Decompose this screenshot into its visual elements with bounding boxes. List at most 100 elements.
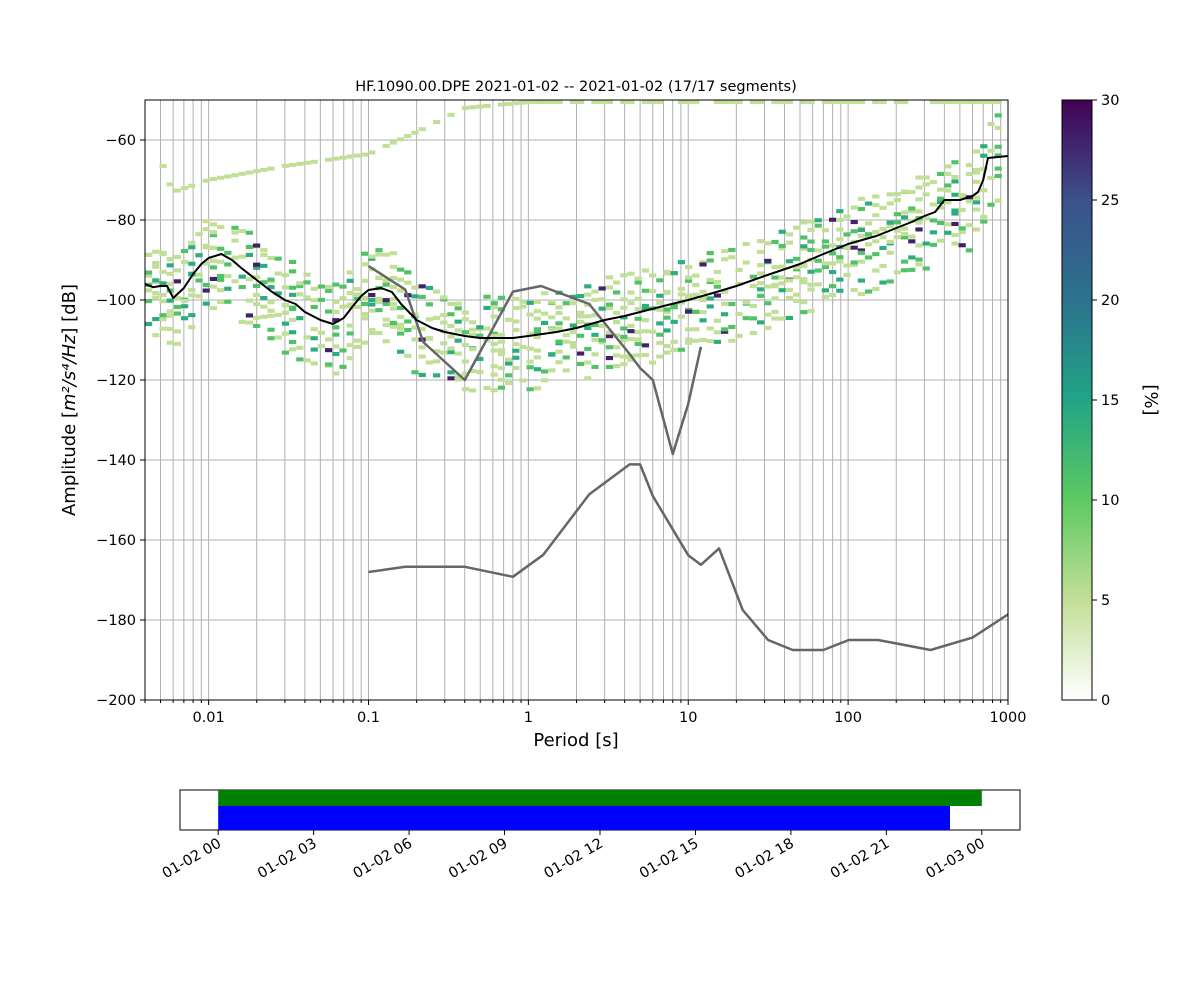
- heatmap-cell: [692, 327, 700, 332]
- heatmap-cell: [325, 362, 333, 367]
- heatmap-cell: [209, 258, 217, 263]
- heatmap-cell: [641, 352, 649, 357]
- heatmap-cell: [368, 150, 376, 155]
- heatmap-cell: [476, 104, 484, 109]
- heatmap-cell: [922, 175, 930, 180]
- heatmap-cell: [944, 188, 952, 193]
- heatmap-cell: [202, 243, 210, 248]
- heatmap-cell: [346, 154, 354, 159]
- heatmap-cell: [857, 206, 865, 211]
- heatmap-cell: [807, 287, 815, 292]
- heatmap-cell: [339, 155, 347, 160]
- heatmap-cell: [915, 262, 923, 267]
- timeline-tick-label: 01-02 21: [828, 836, 892, 882]
- heatmap-cell: [857, 292, 865, 297]
- heatmap-cell: [497, 348, 505, 353]
- heatmap-cell: [713, 318, 721, 323]
- heatmap-cell: [915, 227, 923, 232]
- heatmap-cell: [721, 289, 729, 294]
- heatmap-cell: [253, 301, 261, 306]
- heatmap-cell: [843, 214, 851, 219]
- colorbar-tick-label: 20: [1101, 293, 1119, 309]
- heatmap-cell: [339, 284, 347, 289]
- heatmap-cell: [418, 354, 426, 359]
- heatmap-cell: [368, 293, 376, 298]
- heatmap-cell: [922, 192, 930, 197]
- heatmap-cell: [418, 294, 426, 299]
- heatmap-cell: [397, 314, 405, 319]
- heatmap-cell: [152, 317, 160, 322]
- heatmap-cell: [289, 162, 297, 167]
- heatmap-cell: [577, 310, 585, 315]
- heatmap-cell: [641, 329, 649, 334]
- heatmap-cell: [541, 291, 549, 296]
- heatmap-cell: [757, 263, 765, 268]
- x-tick-label: 0.01: [192, 710, 224, 726]
- heatmap-cell: [829, 270, 837, 275]
- heatmap-cell: [505, 101, 513, 106]
- heatmap-cell: [209, 245, 217, 250]
- heatmap-cell: [562, 316, 570, 321]
- timeline-tick-label: 01-02 09: [446, 836, 510, 882]
- timeline-bars: [218, 790, 982, 830]
- heatmap-cell: [836, 227, 844, 232]
- median-line-group: [145, 155, 1008, 339]
- heatmap-cell: [332, 332, 340, 337]
- heatmap-cell: [289, 330, 297, 335]
- heatmap-cell: [836, 237, 844, 242]
- heatmap-cell: [303, 295, 311, 300]
- heatmap-cell: [663, 344, 671, 349]
- median-line: [145, 155, 1008, 339]
- heatmap-cell: [821, 239, 829, 244]
- heatmap-cell: [713, 284, 721, 289]
- heatmap-cell: [663, 315, 671, 320]
- heatmap-cell: [800, 264, 808, 269]
- heatmap-cell: [267, 255, 275, 260]
- heatmap-cell: [656, 278, 664, 283]
- heatmap-cell: [872, 286, 880, 291]
- heatmap-cell: [411, 337, 419, 342]
- heatmap-cell: [836, 259, 844, 264]
- heatmap-cell: [937, 220, 945, 225]
- heatmap-cell: [325, 309, 333, 314]
- heatmap-cell: [346, 291, 354, 296]
- heatmap-cell: [555, 305, 563, 310]
- heatmap-cell: [447, 346, 455, 351]
- heatmap-cell: [404, 134, 412, 138]
- heatmap-cell: [562, 301, 570, 306]
- heatmap-cell: [627, 301, 635, 306]
- heatmap-cell: [908, 206, 916, 211]
- heatmap-cell: [584, 376, 592, 381]
- heatmap-cell: [404, 353, 412, 358]
- heatmap-cell: [901, 235, 909, 240]
- colorbar-ticks: 0 5 10 15 20 25 30: [1092, 93, 1119, 709]
- heatmap-cell: [454, 301, 462, 306]
- heatmap-cell: [843, 100, 851, 104]
- heatmap-cell: [490, 301, 498, 306]
- heatmap-cell: [807, 100, 815, 104]
- heatmap-cell: [375, 252, 383, 257]
- heatmap-cell: [656, 293, 664, 298]
- heatmap-cell: [656, 340, 664, 345]
- heatmap-cell: [526, 346, 534, 351]
- heatmap-cell: [159, 317, 167, 322]
- heatmap-cell: [584, 314, 592, 319]
- heatmap-cell: [195, 253, 203, 258]
- heatmap-cell: [440, 297, 448, 302]
- heatmap-cell: [908, 267, 916, 272]
- heatmap-cell: [670, 319, 678, 324]
- heatmap-cell: [281, 163, 289, 168]
- psd-plot: HF.1090.00.DPE 2021-01-02 -- 2021-01-02 …: [59, 79, 1026, 751]
- heatmap-cell: [728, 255, 736, 260]
- heatmap-cell: [289, 285, 297, 290]
- heatmap-cell: [296, 292, 304, 297]
- heatmap-cell: [173, 268, 181, 273]
- heatmap-cell: [469, 388, 477, 393]
- heatmap-cell: [605, 302, 613, 307]
- heatmap-cell: [541, 369, 549, 374]
- heatmap-cell: [368, 297, 376, 302]
- heatmap-cell: [303, 358, 311, 363]
- heatmap-cell: [757, 281, 765, 286]
- heatmap-cell: [238, 228, 246, 233]
- heatmap-cell: [310, 298, 318, 303]
